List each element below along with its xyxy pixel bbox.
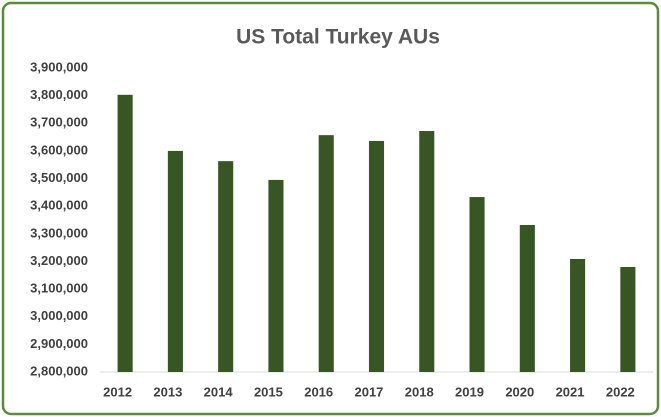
bar <box>167 150 183 372</box>
y-tick-label: 3,700,000 <box>30 115 88 130</box>
x-tick-label: 2018 <box>405 384 434 399</box>
x-tick-label: 2012 <box>103 384 132 399</box>
y-tick-label: 3,800,000 <box>30 87 88 102</box>
y-tick-label: 3,500,000 <box>30 170 88 185</box>
y-tick-label: 3,400,000 <box>30 198 88 213</box>
y-tick-label: 2,900,000 <box>30 336 88 351</box>
bar <box>117 94 133 372</box>
y-tick-label: 2,800,000 <box>30 363 88 378</box>
bar <box>268 179 284 372</box>
bar <box>218 161 234 372</box>
bar <box>419 131 435 372</box>
x-tick-label: 2019 <box>455 384 484 399</box>
x-tick-label: 2013 <box>153 384 182 399</box>
y-tick-label: 3,300,000 <box>30 225 88 240</box>
x-tick-label: 2015 <box>254 384 283 399</box>
bar <box>368 140 385 372</box>
x-tick-label: 2016 <box>304 384 333 399</box>
x-tick-label: 2017 <box>354 384 383 399</box>
x-tick-label: 2022 <box>606 384 635 399</box>
x-tick-label: 2014 <box>204 384 234 399</box>
y-tick-label: 3,200,000 <box>30 253 88 268</box>
bar <box>469 197 485 372</box>
bar <box>519 224 535 372</box>
bar <box>620 266 636 372</box>
bar <box>318 135 334 372</box>
bar <box>570 258 586 372</box>
y-tick-label: 3,900,000 <box>30 59 88 74</box>
chart-title: US Total Turkey AUs <box>236 26 440 49</box>
y-tick-label: 3,000,000 <box>30 308 88 323</box>
y-tick-label: 3,100,000 <box>30 281 88 296</box>
x-tick-label: 2020 <box>505 384 534 399</box>
x-tick-label: 2021 <box>556 384 585 399</box>
y-tick-label: 3,600,000 <box>30 142 88 157</box>
